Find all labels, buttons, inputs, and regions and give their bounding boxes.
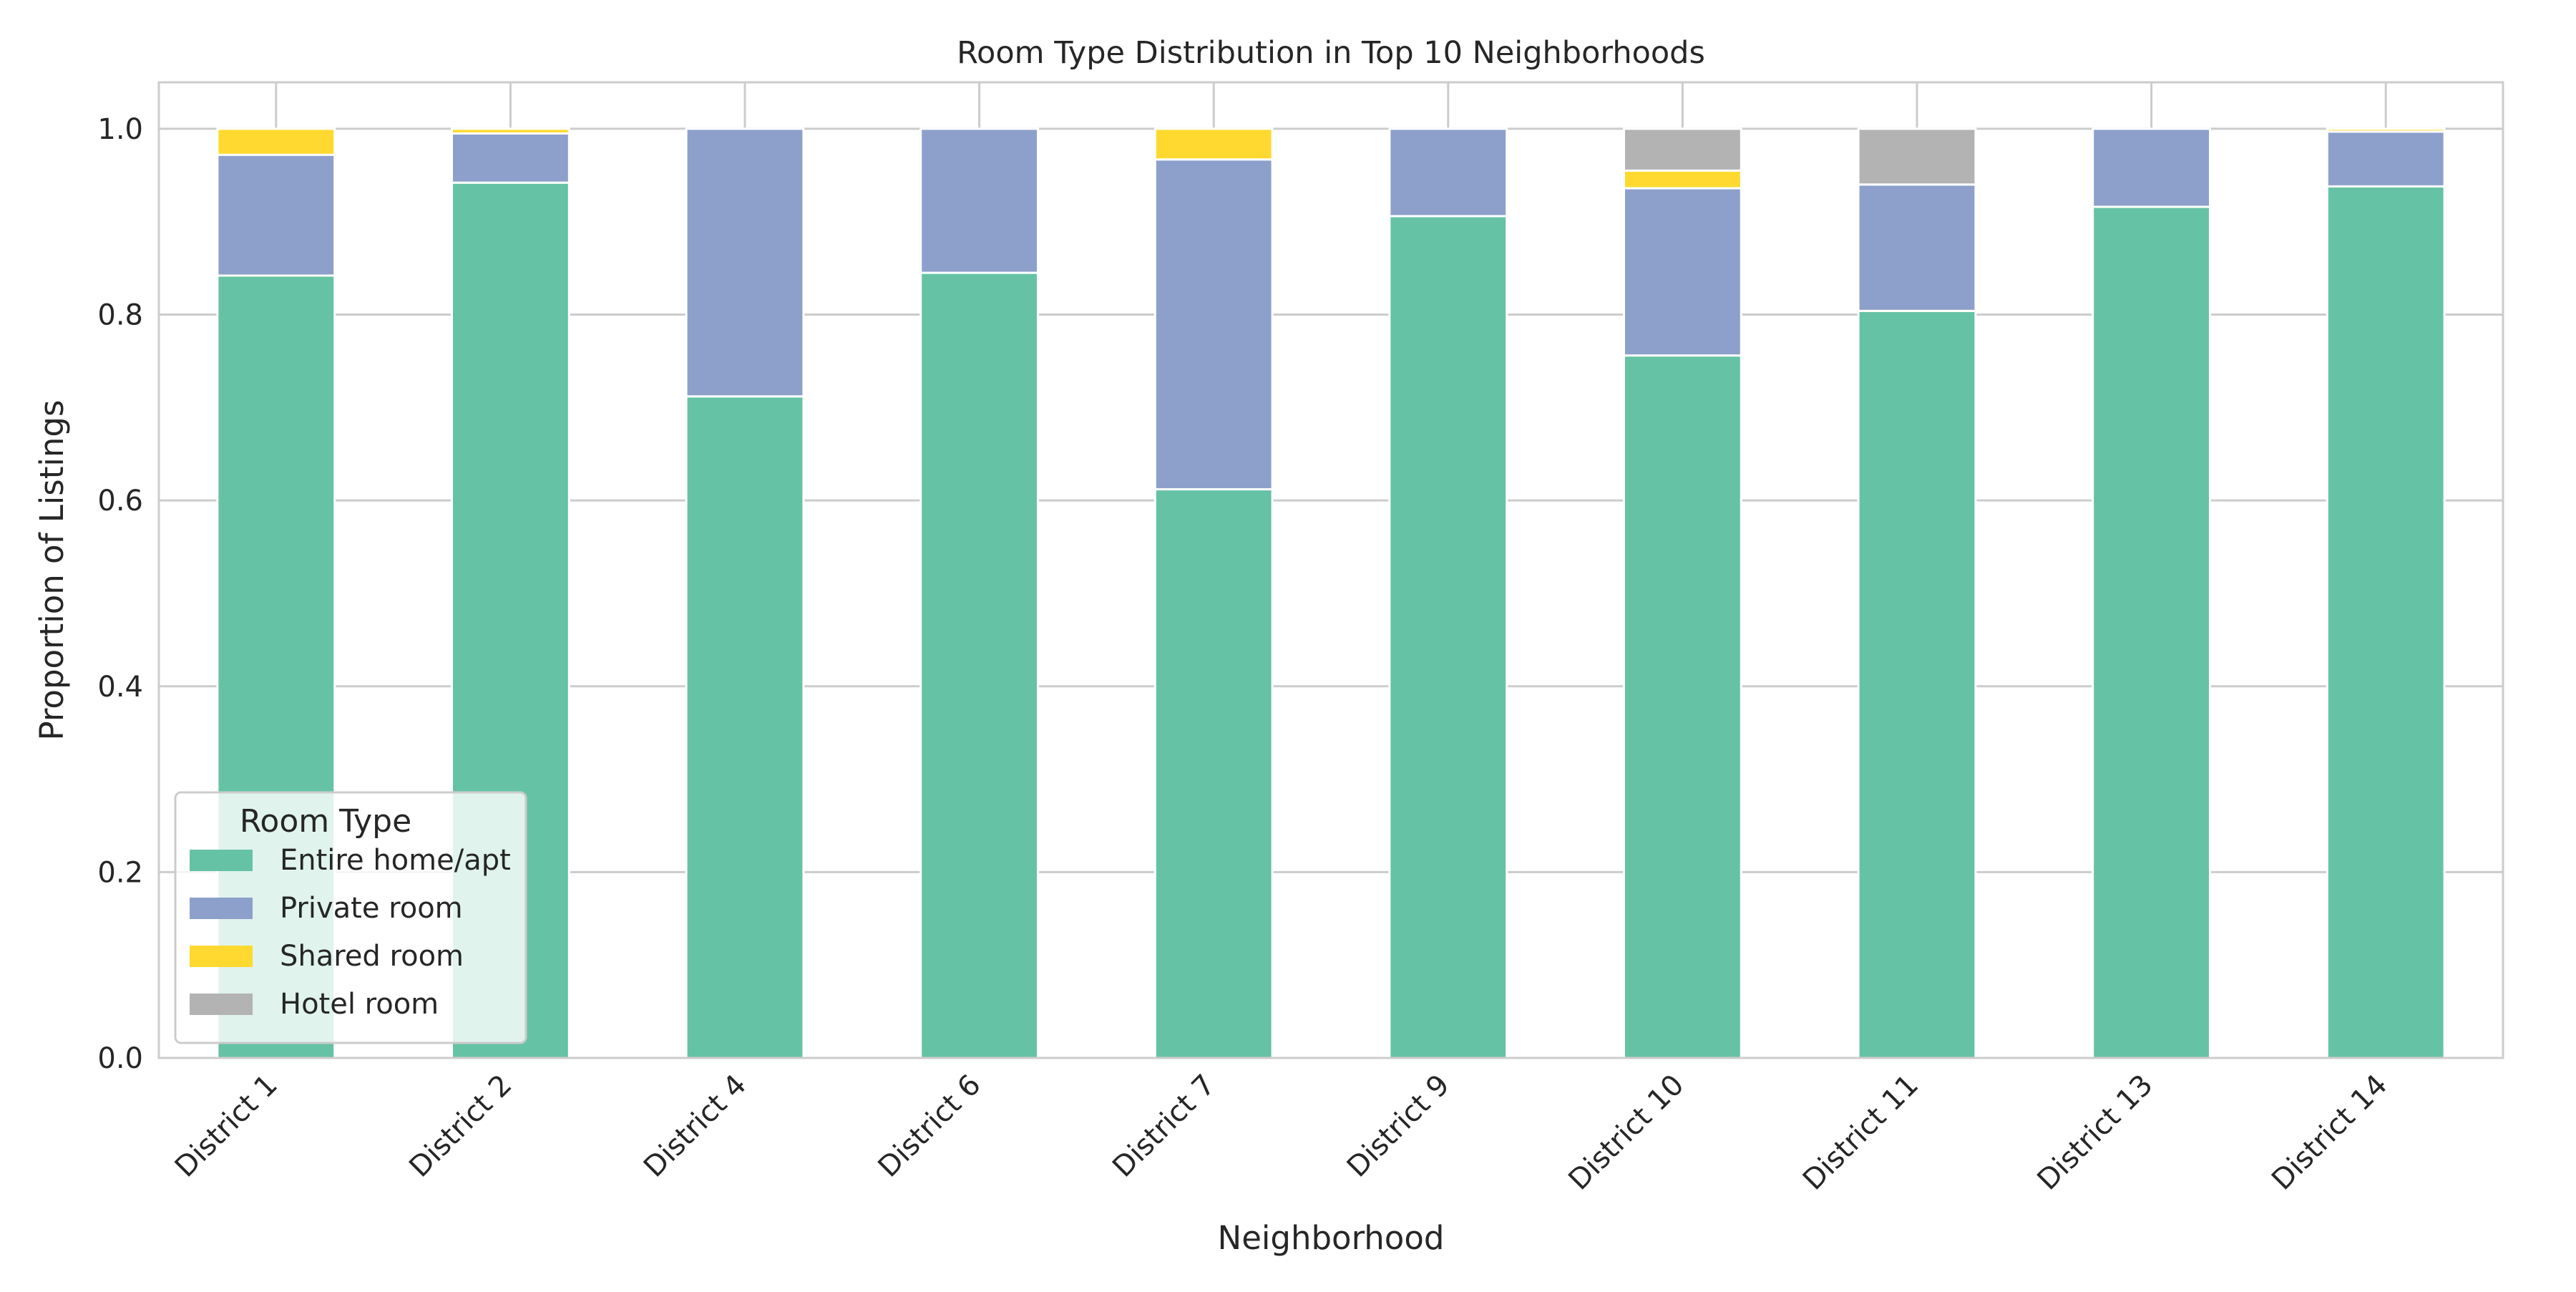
chart-title: Room Type Distribution in Top 10 Neighbo… [957,35,1705,71]
y-tick-label: 0.4 [97,671,143,704]
bar-segment [2326,185,2446,1059]
y-tick-label: 0.0 [97,1042,143,1075]
bar-segment [216,153,336,277]
bar-segment [2326,130,2446,188]
bar-segment [685,395,805,1059]
bar-segment [1623,187,1742,357]
bar-segment [919,127,1039,274]
legend: Room Type Entire home/apt Private room Sha… [174,791,527,1044]
bar-segment [1857,127,1977,186]
plot-frame [157,81,2504,1059]
legend-swatch [190,898,253,919]
legend-label: Shared room [280,940,464,973]
legend-label: Entire home/apt [280,844,511,877]
legend-title: Room Type [240,803,411,840]
bar-segment [1388,127,1508,218]
y-tick-label: 1.0 [97,113,143,146]
bar-segment [1388,215,1508,1059]
y-tick-label: 0.6 [97,485,143,518]
legend-swatch [190,850,253,871]
bar-segment [1623,354,1742,1059]
bar-segment [1153,158,1274,491]
legend-label: Hotel room [280,988,439,1021]
bar-segment [1623,127,1742,172]
bar-segment [216,127,336,156]
bar-segment [451,132,570,184]
legend-label: Private room [280,892,463,925]
bar-segment [1153,488,1274,1059]
y-tick-label: 0.8 [97,299,143,332]
bar-segment [919,271,1039,1059]
x-axis-label: Neighborhood [1218,1219,1445,1257]
bar-segment [1153,127,1274,161]
bar-segment [2092,127,2211,208]
legend-box [174,791,527,1044]
bar-segment [1623,169,1742,190]
bar-segment [451,127,570,135]
bar-segment [2326,127,2446,133]
legend-swatch [190,994,253,1015]
y-tick-label: 0.2 [97,856,143,889]
bar-segment [1857,309,1977,1059]
bar-segment [1857,183,1977,312]
bar-segment [2092,205,2211,1059]
legend-swatch [190,946,253,967]
y-axis-label: Proportion of Listings [33,400,71,741]
bar-segment [685,127,805,398]
